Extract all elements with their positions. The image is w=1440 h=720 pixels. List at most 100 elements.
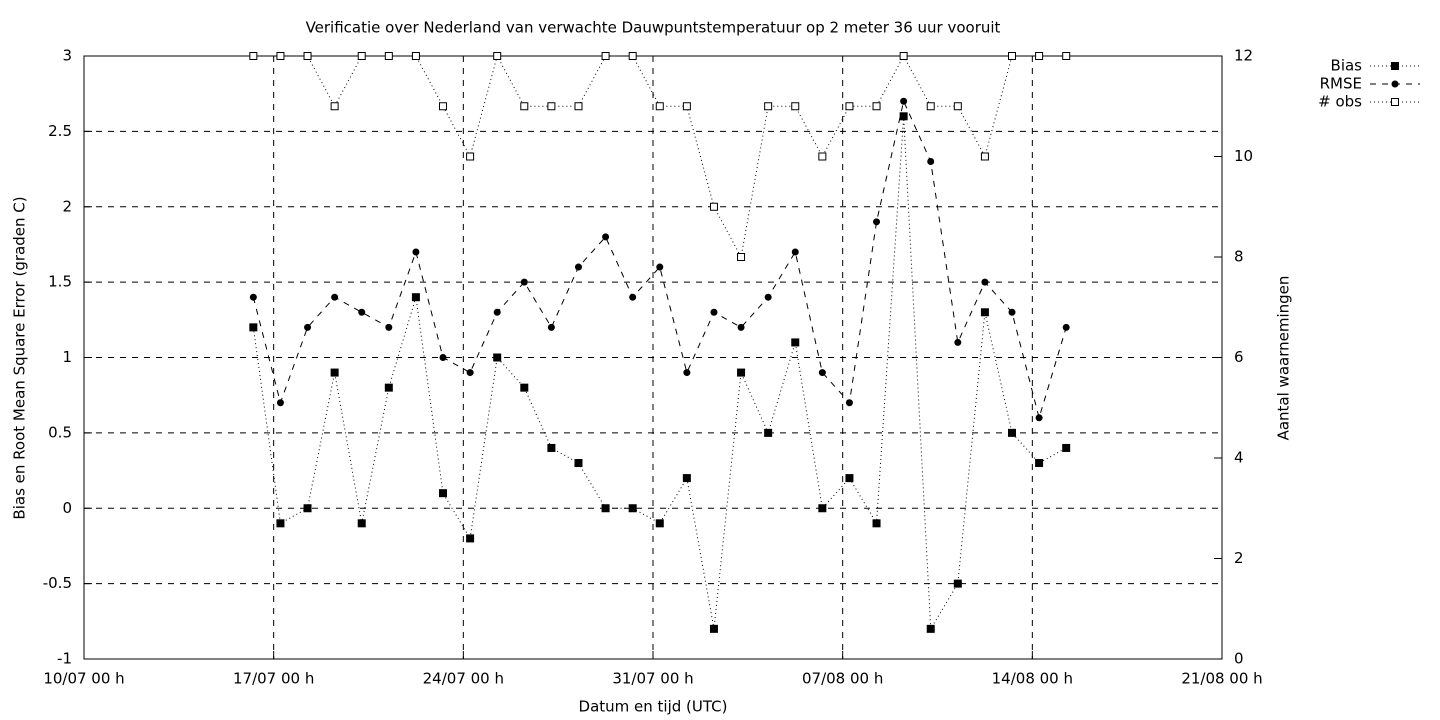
data-point <box>520 278 528 286</box>
data-point <box>655 519 664 528</box>
data-point <box>412 248 420 256</box>
data-point <box>628 52 637 60</box>
data-point <box>899 52 908 60</box>
data-point <box>1062 323 1070 331</box>
data-point <box>574 263 582 271</box>
data-point <box>845 474 854 483</box>
y-tick-label: 1 <box>62 348 72 366</box>
data-point <box>466 369 474 377</box>
data-point <box>411 293 420 302</box>
data-point <box>845 102 854 111</box>
x-tick-label: 24/07 00 h <box>423 670 504 688</box>
y-tick-label: -0.5 <box>43 574 72 592</box>
y-tick-label: 2.5 <box>48 122 72 140</box>
plot-frame <box>83 55 1223 660</box>
data-point <box>710 308 718 316</box>
data-point <box>628 504 637 513</box>
data-point <box>249 52 258 60</box>
data-point <box>900 97 908 105</box>
data-point <box>547 102 556 111</box>
y2-tick-label: 0 <box>1234 650 1244 668</box>
data-point <box>330 102 339 111</box>
y2-tick-label: 4 <box>1234 449 1244 467</box>
data-point <box>520 383 529 392</box>
data-point <box>1008 308 1016 316</box>
data-point <box>385 323 393 331</box>
data-point <box>439 102 448 111</box>
data-point <box>764 102 773 111</box>
data-point <box>980 152 989 161</box>
legend-marker <box>1391 80 1399 88</box>
y-tick-label: 1.5 <box>48 273 72 291</box>
data-point <box>709 202 718 211</box>
data-point <box>493 52 502 60</box>
data-point <box>1035 414 1043 422</box>
data-point <box>303 504 312 513</box>
y2-tick-label: 12 <box>1234 47 1253 65</box>
x-tick-label: 07/08 00 h <box>802 670 883 688</box>
data-point <box>764 293 772 301</box>
data-point <box>845 399 853 407</box>
data-point <box>249 323 258 332</box>
data-point <box>873 218 881 226</box>
y-tick-label: 0 <box>62 499 72 517</box>
data-point <box>466 534 475 543</box>
y-tick-label: 0.5 <box>48 423 72 441</box>
x-axis-label: Datum en tijd (UTC) <box>579 698 728 716</box>
data-point <box>493 308 501 316</box>
data-point <box>493 353 502 362</box>
data-point <box>899 112 908 121</box>
data-point <box>384 383 393 392</box>
data-point <box>791 338 800 347</box>
data-point <box>358 308 366 316</box>
data-point <box>601 504 610 513</box>
data-point <box>439 489 448 498</box>
data-point <box>872 102 881 111</box>
x-tick-label: 14/08 00 h <box>992 670 1073 688</box>
data-point <box>1035 459 1044 468</box>
data-point <box>276 519 285 528</box>
data-point <box>331 293 339 301</box>
data-point <box>764 428 773 437</box>
data-point <box>601 52 610 60</box>
data-point <box>981 278 989 286</box>
series-line <box>252 99 1067 420</box>
data-point <box>303 52 312 60</box>
data-point <box>683 369 691 377</box>
data-point <box>818 152 827 161</box>
x-tick-label: 17/07 00 h <box>233 670 314 688</box>
data-point <box>357 519 366 528</box>
data-point <box>1008 52 1017 60</box>
data-point <box>1062 443 1071 452</box>
chart-title: Verificatie over Nederland van verwachte… <box>306 19 1001 37</box>
data-point <box>791 102 800 111</box>
data-point <box>1035 52 1044 60</box>
y-tick-label: 2 <box>62 197 72 215</box>
data-point <box>330 368 339 377</box>
data-point <box>682 474 691 483</box>
legend-label: RMSE <box>1320 75 1362 93</box>
data-point <box>439 354 447 361</box>
y2-tick-label: 2 <box>1234 549 1244 567</box>
data-point <box>872 519 881 528</box>
data-point <box>602 233 610 241</box>
data-point <box>953 579 962 588</box>
legend-marker <box>1391 62 1399 70</box>
data-point <box>737 253 746 261</box>
data-point <box>249 293 257 301</box>
data-point <box>980 308 989 317</box>
series-line <box>252 116 1067 631</box>
data-point <box>818 369 826 377</box>
y2-tick-label: 8 <box>1234 248 1244 266</box>
data-point <box>953 102 962 111</box>
data-point <box>926 102 935 111</box>
data-point <box>547 323 555 331</box>
data-point <box>574 102 583 111</box>
data-point <box>276 399 284 407</box>
data-point <box>682 102 691 111</box>
data-point <box>357 52 366 60</box>
data-point <box>709 624 718 633</box>
data-point <box>737 368 746 377</box>
data-point <box>304 323 312 331</box>
